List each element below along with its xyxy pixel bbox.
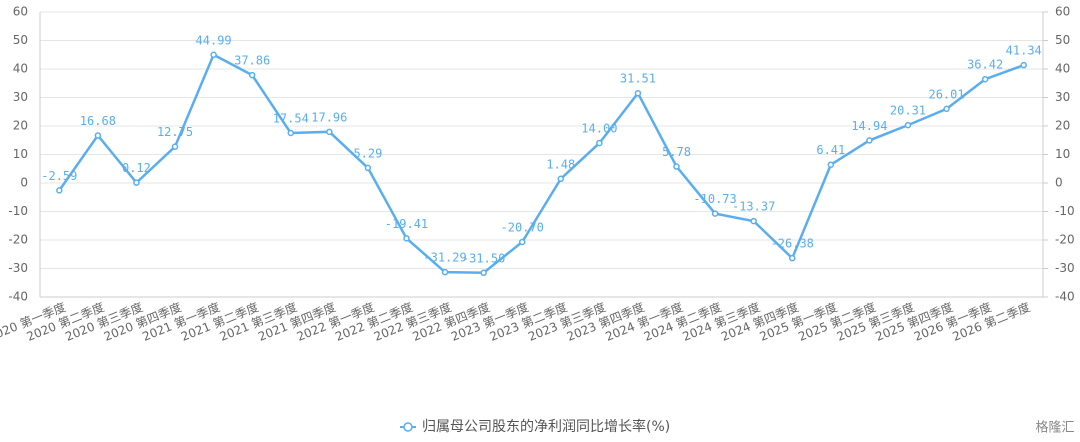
y2-tick-label: -40 (1055, 290, 1075, 304)
data-label: 31.51 (620, 72, 656, 86)
data-point (210, 51, 217, 59)
data-point (480, 269, 487, 277)
data-point (171, 143, 179, 150)
data-point (827, 161, 835, 168)
data-label: 20.31 (890, 104, 926, 118)
data-point (133, 179, 140, 186)
data-point (789, 254, 796, 262)
data-label: 12.75 (157, 125, 193, 139)
data-point (94, 132, 102, 139)
data-point (403, 235, 410, 242)
y-tick-label: 40 (13, 62, 28, 76)
data-point (56, 187, 63, 194)
y-tick-label: 60 (13, 5, 28, 19)
watermark: 格隆汇 (1035, 420, 1074, 436)
data-label: 5.78 (662, 145, 691, 159)
data-label: -20.70 (501, 220, 544, 234)
data-label: 14.94 (851, 119, 887, 133)
y-tick-label: 50 (13, 33, 28, 47)
data-label: 16.68 (80, 114, 116, 128)
data-label: 36.42 (967, 58, 1003, 72)
y2-tick-label: 50 (1055, 33, 1070, 47)
data-point (673, 163, 680, 170)
y2-tick-label: 40 (1055, 62, 1070, 76)
data-label: 41.34 (1006, 44, 1042, 58)
y-tick-label: -30 (8, 261, 28, 275)
data-point (596, 139, 603, 147)
data-point (1020, 61, 1027, 69)
data-label: 5.29 (353, 146, 382, 160)
data-point (943, 105, 950, 113)
data-label: 26.01 (928, 87, 964, 101)
legend-label: 归属母公司股东的净利润同比增长率(%) (422, 418, 670, 435)
data-label: -2.59 (41, 169, 77, 183)
data-label: 6.41 (816, 143, 845, 157)
y-tick-label: -10 (8, 204, 28, 218)
data-point (287, 129, 294, 137)
y2-tick-label: 20 (1055, 119, 1070, 133)
y2-tick-label: 60 (1055, 5, 1070, 19)
data-point (364, 164, 372, 172)
y-tick-label: -40 (8, 290, 28, 304)
data-label: 17.96 (311, 110, 347, 124)
data-point (711, 210, 719, 217)
data-label: -19.41 (385, 217, 428, 231)
data-point (326, 128, 333, 136)
data-label: -10.73 (693, 192, 736, 206)
data-label: 17.54 (273, 112, 309, 126)
data-point (634, 89, 642, 97)
data-point (248, 71, 256, 79)
data-point (904, 121, 912, 129)
data-label: -31.29 (423, 251, 466, 265)
y2-tick-label: 10 (1055, 147, 1070, 161)
legend-marker (403, 422, 413, 432)
y2-tick-label: 0 (1055, 176, 1063, 190)
data-label: 0.12 (122, 161, 151, 175)
data-point (866, 137, 873, 144)
data-label: 14.00 (581, 122, 617, 136)
data-label: 1.48 (546, 157, 575, 171)
data-point (441, 268, 449, 276)
y2-tick-label: -10 (1055, 204, 1075, 218)
data-label: 37.86 (234, 54, 270, 68)
y-tick-label: 20 (13, 119, 28, 133)
y2-tick-label: -30 (1055, 261, 1075, 275)
data-point (518, 238, 526, 246)
data-label: -13.37 (732, 200, 775, 214)
data-label: -26.38 (771, 237, 814, 251)
data-label: 44.99 (196, 33, 232, 47)
data-point (750, 217, 757, 225)
y-tick-label: 30 (13, 90, 28, 104)
series-line (58, 53, 1025, 275)
y-tick-label: -20 (8, 233, 28, 247)
data-point (557, 175, 565, 183)
data-point (981, 75, 989, 83)
data-label: -31.50 (462, 251, 505, 265)
y-tick-label: 0 (20, 176, 28, 190)
y2-tick-label: -20 (1055, 233, 1075, 247)
y-tick-label: 10 (13, 147, 28, 161)
y2-tick-label: 30 (1055, 90, 1070, 104)
